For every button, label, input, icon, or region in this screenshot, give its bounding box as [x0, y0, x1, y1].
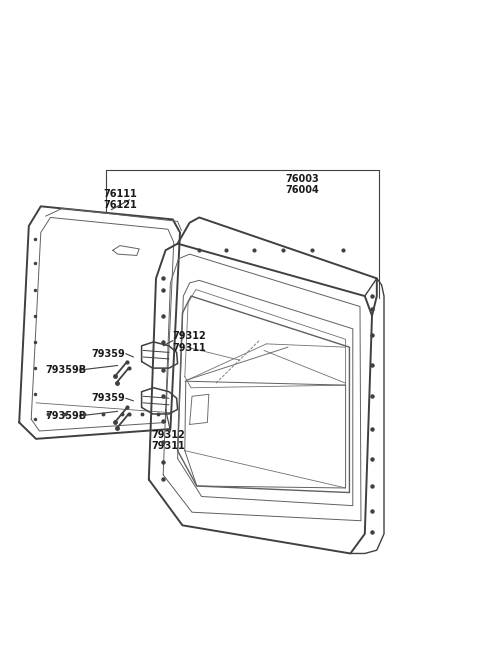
Text: 76111
76121: 76111 76121	[103, 189, 137, 210]
Text: 79359B: 79359B	[46, 365, 87, 375]
Text: 79359: 79359	[91, 393, 125, 403]
Text: 79359B: 79359B	[46, 411, 87, 421]
Text: 76003
76004: 76003 76004	[286, 174, 319, 195]
Text: 79312
79311: 79312 79311	[173, 331, 206, 352]
Text: 79312
79311: 79312 79311	[151, 430, 185, 451]
Text: 79359: 79359	[91, 348, 125, 359]
